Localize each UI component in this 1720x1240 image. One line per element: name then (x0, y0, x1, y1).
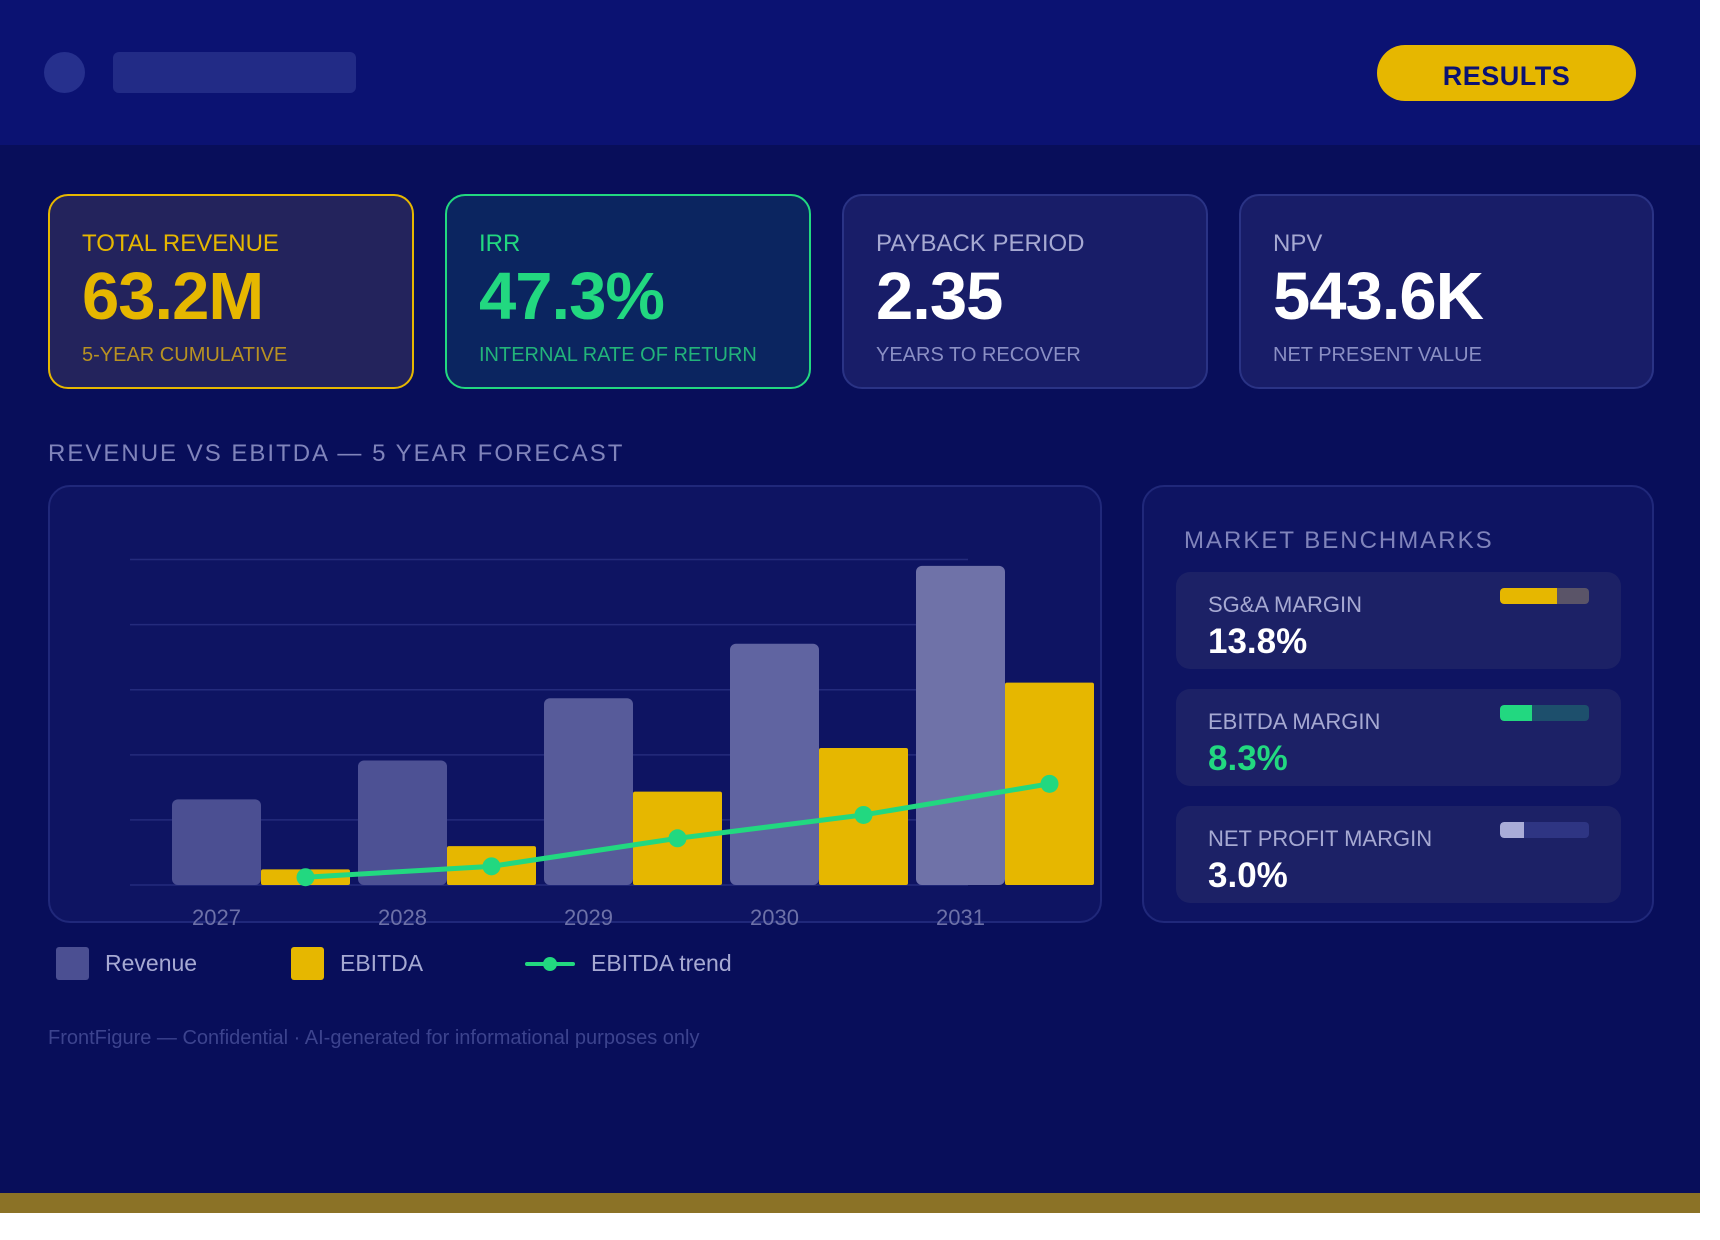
legend-item-ebitda: EBITDA (291, 945, 423, 981)
benchmark-value: 3.0% (1208, 856, 1288, 895)
kpi-subtitle: NET PRESENT VALUE (1273, 344, 1482, 366)
legend-label: EBITDA (340, 949, 424, 976)
trend-line-swatch (525, 947, 575, 980)
revenue-bar (730, 643, 819, 885)
kpi-label: PAYBACK PERIOD (876, 230, 1085, 257)
revenue-bar (544, 698, 633, 885)
benchmarks-title: MARKET BENCHMARKS (1184, 527, 1494, 554)
ebitda-swatch (291, 946, 324, 980)
benchmark-bar-fill (1500, 705, 1533, 721)
benchmark-net-profit-margin: NET PROFIT MARGIN 3.0% (1176, 806, 1621, 903)
chart-section-title: REVENUE VS EBITDA — 5 YEAR FORECAST (48, 440, 625, 467)
kpi-value: 2.35 (876, 259, 1003, 334)
revenue-ebitda-chart: 2027 2028 2029 2030 2031 (130, 558, 1094, 925)
kpi-value: 47.3% (479, 259, 665, 334)
ebitda-trend-point (296, 868, 315, 887)
kpi-subtitle: 5-YEAR CUMULATIVE (82, 344, 288, 366)
benchmark-sga-margin: SG&A MARGIN 13.8% (1176, 572, 1621, 669)
kpi-label: TOTAL REVENUE (82, 230, 279, 257)
revenue-swatch (56, 946, 89, 980)
logo-placeholder (113, 52, 356, 93)
x-tick-label: 2027 (192, 905, 241, 925)
benchmark-label: EBITDA MARGIN (1208, 709, 1381, 734)
benchmark-bar-fill (1500, 822, 1525, 838)
kpi-label: NPV (1273, 230, 1323, 257)
benchmark-value: 8.3% (1208, 739, 1288, 778)
kpi-card-irr: IRR 47.3% INTERNAL RATE OF RETURN (445, 194, 811, 389)
benchmark-label: SG&A MARGIN (1208, 592, 1363, 617)
legend-item-ebitda-trend: EBITDA trend (525, 945, 732, 981)
kpi-subtitle: YEARS TO RECOVER (876, 344, 1081, 366)
revenue-bar (172, 799, 261, 885)
kpi-card-npv: NPV 543.6K NET PRESENT VALUE (1239, 194, 1654, 389)
x-tick-label: 2029 (564, 905, 613, 925)
revenue-bar (916, 565, 1005, 885)
ebitda-trend-point (854, 805, 873, 824)
top-bar: RESULTS (0, 0, 1700, 145)
x-tick-label: 2030 (750, 905, 799, 925)
benchmark-bar (1500, 822, 1589, 838)
legend-label: EBITDA trend (591, 949, 732, 976)
kpi-label: IRR (479, 230, 521, 257)
benchmark-bar (1500, 705, 1589, 721)
benchmark-value: 13.8% (1208, 622, 1308, 661)
chart-card: 2027 2028 2029 2030 2031 (48, 485, 1102, 925)
ebitda-trend-point (1040, 774, 1059, 793)
benchmark-ebitda-margin: EBITDA MARGIN 8.3% (1176, 689, 1621, 786)
kpi-subtitle: INTERNAL RATE OF RETURN (479, 344, 757, 366)
legend-label: Revenue (105, 949, 198, 976)
kpi-value: 63.2M (82, 259, 264, 334)
dashboard-frame: RESULTS TOTAL REVENUE 63.2M 5-YEAR CUMUL… (0, 0, 1700, 1213)
benchmark-bar (1500, 588, 1589, 604)
x-tick-label: 2028 (378, 905, 427, 925)
logo-icon (44, 52, 85, 93)
x-tick-label: 2031 (936, 905, 985, 925)
results-button[interactable]: RESULTS (1377, 45, 1636, 101)
market-benchmarks-card: MARKET BENCHMARKS SG&A MARGIN 13.8% EBIT… (1142, 485, 1654, 923)
kpi-card-total-revenue: TOTAL REVENUE 63.2M 5-YEAR CUMULATIVE (48, 194, 414, 389)
kpi-value: 543.6K (1273, 259, 1484, 334)
bottom-accent-stripe (0, 1193, 1700, 1213)
footer-disclaimer: FrontFigure — Confidential · AI-generate… (48, 1027, 700, 1049)
ebitda-trend-point (482, 857, 501, 876)
benchmark-label: NET PROFIT MARGIN (1208, 826, 1433, 851)
revenue-bar (358, 760, 447, 885)
kpi-card-payback-period: PAYBACK PERIOD 2.35 YEARS TO RECOVER (842, 194, 1208, 389)
ebitda-trend-point (668, 829, 687, 848)
legend-item-revenue: Revenue (56, 945, 197, 981)
benchmark-bar-fill (1500, 588, 1557, 604)
